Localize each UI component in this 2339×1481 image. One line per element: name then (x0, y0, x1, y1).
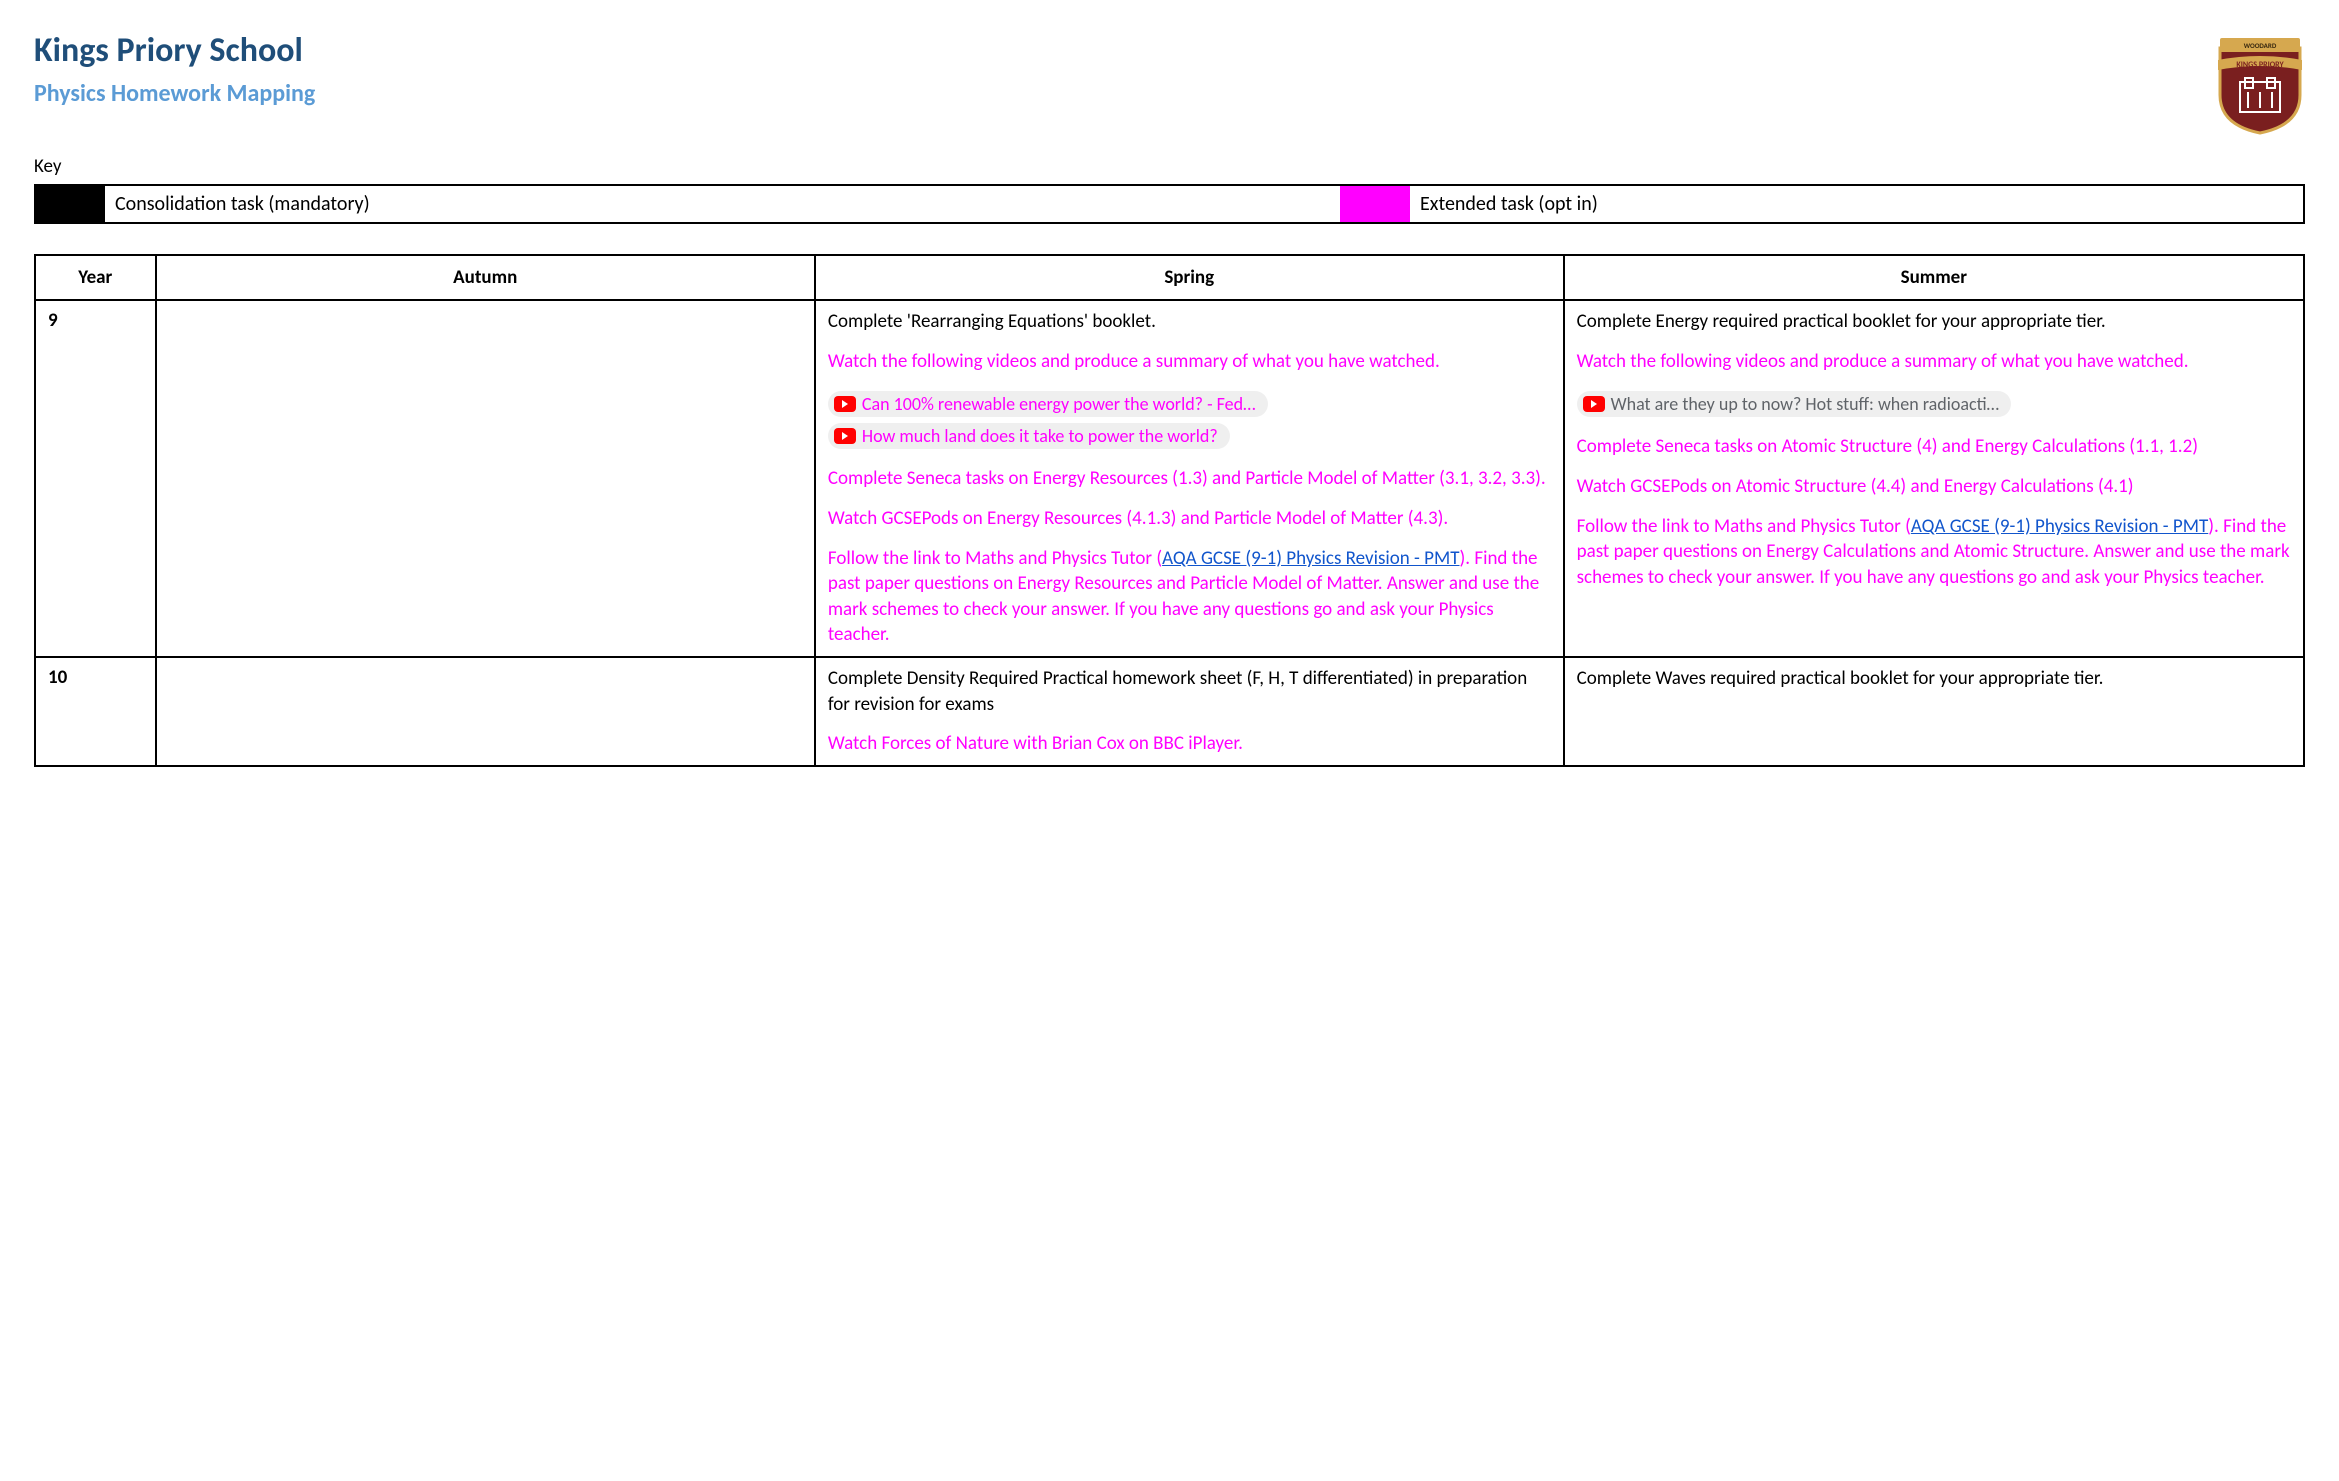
y9-spring-ext-intro: Watch the following videos and produce a… (828, 349, 1551, 375)
key-heading: Key (34, 155, 2305, 178)
y9-summer-seneca: Complete Seneca tasks on Atomic Structur… (1577, 434, 2291, 460)
cell-year-9: 9 (35, 300, 156, 657)
y9-summer-ext-intro: Watch the following videos and produce a… (1577, 349, 2291, 375)
col-header-autumn: Autumn (156, 255, 815, 300)
pmt-link[interactable]: AQA GCSE (9-1) Physics Revision - PMT (1162, 547, 1459, 570)
mapping-table: Year Autumn Spring Summer 9 Complete 'Re… (34, 254, 2305, 767)
pmt-pre: Follow the link to Maths and Physics Tut… (828, 547, 1162, 570)
youtube-chip-label: How much land does it take to power the … (862, 425, 1218, 447)
table-header-row: Year Autumn Spring Summer (35, 255, 2304, 300)
key-text-mandatory: Consolidation task (mandatory) (105, 185, 1340, 223)
page-header: Kings Priory School Physics Homework Map… (34, 30, 2305, 135)
cell-y10-autumn (156, 657, 815, 766)
y9-summer-mandatory: Complete Energy required practical bookl… (1577, 309, 2291, 335)
col-header-year: Year (35, 255, 156, 300)
y9-spring-pods: Watch GCSEPods on Energy Resources (4.1.… (828, 506, 1551, 532)
cell-y10-spring: Complete Density Required Practical home… (815, 657, 1564, 766)
cell-y9-autumn (156, 300, 815, 657)
page-title: Kings Priory School (34, 30, 2215, 71)
youtube-icon (834, 428, 856, 444)
cell-y9-summer: Complete Energy required practical bookl… (1564, 300, 2304, 657)
y9-spring-pmt: Follow the link to Maths and Physics Tut… (828, 546, 1551, 649)
y10-summer-mandatory: Complete Waves required practical bookle… (1577, 666, 2291, 692)
svg-text:WOODARD: WOODARD (2244, 41, 2277, 50)
school-crest-icon: WOODARD KINGS PRIORY (2215, 30, 2305, 135)
table-row: 9 Complete 'Rearranging Equations' bookl… (35, 300, 2304, 657)
youtube-chip[interactable]: Can 100% renewable energy power the worl… (828, 391, 1268, 417)
title-block: Kings Priory School Physics Homework Map… (34, 30, 2215, 108)
youtube-icon (834, 396, 856, 412)
col-header-spring: Spring (815, 255, 1564, 300)
y9-summer-pmt: Follow the link to Maths and Physics Tut… (1577, 514, 2291, 591)
y10-spring-ext: Watch Forces of Nature with Brian Cox on… (828, 731, 1551, 757)
y10-spring-mandatory: Complete Density Required Practical home… (828, 666, 1551, 717)
cell-y9-spring: Complete 'Rearranging Equations' booklet… (815, 300, 1564, 657)
key-text-extended: Extended task (opt in) (1410, 185, 2304, 223)
cell-year-10: 10 (35, 657, 156, 766)
y9-spring-mandatory: Complete 'Rearranging Equations' booklet… (828, 309, 1551, 335)
svg-text:KINGS PRIORY: KINGS PRIORY (2236, 60, 2284, 70)
y9-summer-pods: Watch GCSEPods on Atomic Structure (4.4)… (1577, 474, 2291, 500)
pmt-pre: Follow the link to Maths and Physics Tut… (1577, 515, 1911, 538)
key-swatch-mandatory (35, 185, 105, 223)
youtube-chip-label: What are they up to now? Hot stuff: when… (1611, 393, 1999, 415)
key-table: Consolidation task (mandatory) Extended … (34, 184, 2305, 224)
pmt-link[interactable]: AQA GCSE (9-1) Physics Revision - PMT (1911, 515, 2208, 538)
page-subtitle: Physics Homework Mapping (34, 79, 2215, 108)
youtube-icon (1583, 396, 1605, 412)
youtube-chip-label: Can 100% renewable energy power the worl… (862, 393, 1256, 415)
y9-spring-seneca: Complete Seneca tasks on Energy Resource… (828, 466, 1551, 492)
youtube-chip[interactable]: What are they up to now? Hot stuff: when… (1577, 391, 2011, 417)
cell-y10-summer: Complete Waves required practical bookle… (1564, 657, 2304, 766)
col-header-summer: Summer (1564, 255, 2304, 300)
table-row: 10 Complete Density Required Practical h… (35, 657, 2304, 766)
youtube-chip[interactable]: How much land does it take to power the … (828, 423, 1230, 449)
key-swatch-extended (1340, 185, 1410, 223)
